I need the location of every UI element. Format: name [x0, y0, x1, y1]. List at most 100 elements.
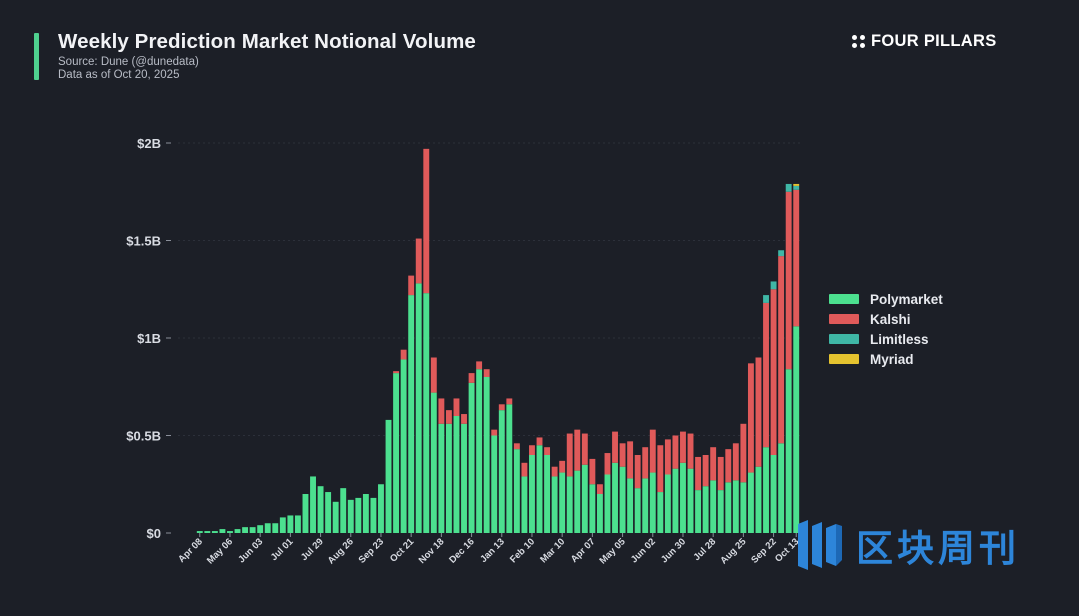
- bar-kalshi: [717, 456, 724, 491]
- bar-limitless: [763, 295, 769, 303]
- bar-kalshi: [619, 443, 626, 467]
- bar-kalshi: [634, 455, 641, 489]
- bar-polymarket: [257, 525, 264, 533]
- bar-polymarket: [793, 326, 800, 533]
- bar-kalshi: [778, 256, 785, 444]
- bar-polymarket: [529, 455, 535, 533]
- y-tick-label: $1B: [137, 331, 161, 346]
- x-tick-label: Nov 18: [417, 536, 447, 566]
- y-tick-label: $1.5B: [126, 234, 161, 249]
- bar-polymarket: [468, 382, 475, 533]
- legend-item-myriad: Myriad: [829, 349, 943, 369]
- bar-polymarket: [725, 482, 732, 533]
- title-accent-bar: [34, 33, 39, 80]
- bar-kalshi: [536, 437, 543, 446]
- x-tick-label: Feb 10: [508, 536, 537, 565]
- bar-kalshi: [453, 398, 460, 416]
- bar-kalshi: [468, 373, 475, 383]
- bar-polymarket: [612, 462, 618, 533]
- bar-polymarket: [642, 478, 649, 533]
- bar-polymarket: [385, 419, 392, 533]
- bar-polymarket: [755, 466, 762, 533]
- bar-polymarket: [695, 490, 702, 533]
- x-tick-label: Jun 02: [629, 536, 658, 565]
- bar-polymarket: [453, 416, 460, 533]
- bar-polymarket: [242, 527, 249, 533]
- x-tick-label: Aug 25: [718, 536, 749, 567]
- x-tick-label: Apr 08: [176, 536, 205, 565]
- bar-polymarket: [498, 410, 505, 533]
- x-tick-label: Sep 23: [357, 536, 386, 565]
- bar-polymarket: [249, 527, 256, 533]
- bar-polymarket: [763, 447, 769, 533]
- bar-kalshi: [649, 429, 656, 473]
- bar-polymarket: [619, 466, 626, 533]
- bar-polymarket: [378, 484, 384, 533]
- bar-polymarket: [559, 472, 566, 533]
- bar-limitless: [785, 183, 792, 192]
- bar-polymarket: [589, 484, 596, 533]
- bar-polymarket: [544, 455, 551, 533]
- bar-polymarket: [657, 492, 664, 533]
- bar-polymarket: [627, 478, 634, 533]
- bar-polymarket: [438, 423, 445, 533]
- chart-title: Weekly Prediction Market Notional Volume: [58, 30, 476, 53]
- bar-kalshi: [672, 435, 679, 469]
- bar-kalshi: [559, 460, 566, 473]
- bar-kalshi: [680, 431, 686, 463]
- legend-swatch-kalshi: [829, 314, 859, 324]
- bar-kalshi: [604, 453, 611, 475]
- bar-polymarket: [506, 404, 513, 533]
- bar-polymarket: [211, 531, 218, 533]
- brand-logo: FOUR PILLARS: [852, 32, 997, 51]
- x-tick-label: Jul 28: [691, 536, 718, 563]
- bar-polymarket: [408, 295, 415, 533]
- bar-kalshi: [710, 447, 717, 481]
- bar-polymarket: [370, 497, 377, 533]
- bar-kalshi: [461, 414, 467, 424]
- bar-polymarket: [317, 486, 324, 533]
- bar-kalshi: [491, 429, 498, 436]
- bar-polymarket: [302, 494, 309, 533]
- bar-polymarket: [362, 494, 369, 533]
- bar-polymarket: [393, 373, 400, 533]
- bar-polymarket: [483, 377, 490, 533]
- y-tick-label: $2B: [137, 136, 161, 151]
- bar-polymarket: [664, 474, 671, 533]
- bar-kalshi: [732, 443, 739, 481]
- x-tick-label: Jan 13: [478, 536, 507, 565]
- bar-kalshi: [755, 357, 762, 467]
- bar-polymarket: [581, 464, 588, 533]
- bar-kalshi: [725, 449, 732, 483]
- x-tick-label: Mar 10: [538, 536, 567, 565]
- bar-polymarket: [355, 497, 362, 533]
- bar-polymarket: [347, 499, 354, 533]
- bar-kalshi: [498, 404, 505, 411]
- bar-kalshi: [529, 445, 535, 455]
- bar-polymarket: [672, 468, 679, 533]
- bar-polymarket: [227, 531, 233, 533]
- x-tick-label: Sep 22: [749, 536, 778, 565]
- bar-polymarket: [476, 369, 483, 533]
- bar-polymarket: [234, 529, 241, 533]
- bar-kalshi: [581, 433, 588, 465]
- y-tick-label: $0: [147, 526, 161, 541]
- bar-polymarket: [521, 476, 528, 533]
- bar-kalshi: [521, 462, 528, 477]
- bar-polymarket: [461, 423, 467, 533]
- bar-kalshi: [393, 371, 400, 374]
- bar-kalshi: [612, 431, 618, 463]
- bar-kalshi: [551, 466, 558, 477]
- bar-kalshi: [483, 369, 490, 377]
- bar-polymarket: [430, 392, 437, 533]
- x-tick-label: Dec 16: [447, 536, 476, 565]
- x-tick-label: May 06: [205, 536, 235, 566]
- blockweekly-logo-icon: [798, 520, 842, 570]
- bar-kalshi: [445, 410, 452, 424]
- legend-item-limitless: Limitless: [829, 329, 943, 349]
- bar-polymarket: [279, 517, 286, 533]
- legend-item-kalshi: Kalshi: [829, 309, 943, 329]
- bar-kalshi: [596, 484, 603, 494]
- bar-polymarket: [710, 480, 717, 533]
- bar-kalshi: [770, 289, 777, 455]
